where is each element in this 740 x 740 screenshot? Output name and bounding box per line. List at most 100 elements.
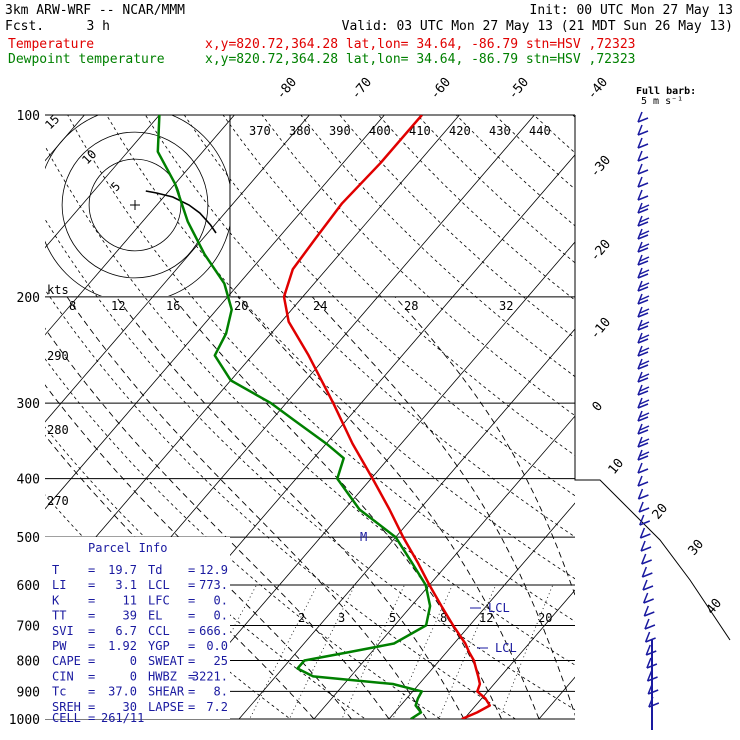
- wind-barb: [637, 228, 650, 240]
- isotherm-line: [313, 415, 575, 719]
- parcel-eq: =: [188, 654, 195, 668]
- wind-barb: [637, 319, 650, 331]
- theta-label-410: 410: [409, 124, 431, 138]
- barb-flag: [637, 117, 649, 123]
- barb-flag: [648, 702, 660, 708]
- dry-adiabat: [45, 218, 575, 711]
- wind-barb: [637, 371, 650, 383]
- cell-eq: =: [88, 711, 95, 725]
- barb-flag: [637, 364, 649, 370]
- barb-shaft: [637, 449, 643, 461]
- parcel-key-tc: Tc: [52, 685, 66, 699]
- wind-barb: [637, 267, 650, 279]
- moist-adiabat: [311, 296, 575, 717]
- barb-shaft: [637, 462, 643, 474]
- parcel-value-li: 3.1: [115, 578, 137, 592]
- barb-flag: [639, 412, 650, 418]
- barb-shaft: [638, 501, 644, 513]
- parcel-key-td: Td: [148, 563, 162, 577]
- barb-shaft: [637, 306, 643, 318]
- pressure-label-900: 900: [17, 685, 40, 700]
- mixing-ratio-label-2: 2: [298, 611, 305, 625]
- dewpoint-curve: [156, 115, 432, 719]
- barb-flag: [638, 507, 650, 513]
- wind-barb: [642, 592, 654, 604]
- wind-barb: [637, 345, 650, 357]
- barb-shaft: [637, 163, 643, 175]
- parcel-eq: =: [188, 593, 195, 607]
- barb-shaft: [639, 514, 645, 526]
- barb-shaft: [640, 540, 646, 552]
- theta-label-390: 390: [329, 124, 351, 138]
- parcel-value-hwbz: 3221.: [192, 669, 228, 683]
- cell-value: 261/11: [101, 711, 144, 725]
- wind-barb: [637, 384, 650, 396]
- parcel-key-li: LI: [52, 578, 66, 592]
- barb-flag: [644, 611, 655, 617]
- barb-flag: [639, 282, 650, 288]
- barb-flag: [637, 468, 649, 474]
- wind-barb: [637, 449, 650, 461]
- wind-barb: [637, 397, 650, 409]
- parcel-eq: =: [188, 578, 195, 592]
- barb-shaft: [644, 618, 650, 630]
- barb-flag: [637, 351, 649, 357]
- pressure-label-300: 300: [17, 397, 40, 412]
- barb-flag: [639, 230, 650, 236]
- barb-flag: [639, 438, 650, 444]
- mixing-ratio-label-20: 20: [538, 611, 552, 625]
- isotherm-label--20: -20: [588, 237, 615, 265]
- wind-barb: [644, 631, 656, 643]
- barb-flag: [637, 403, 649, 409]
- barb-shaft: [637, 215, 643, 227]
- isotherm-line: [45, 115, 160, 249]
- dry-adiabat: [377, 115, 575, 301]
- parcel-key-lapse: LAPSE: [148, 700, 184, 714]
- pressure-label-1000: 1000: [9, 713, 40, 728]
- parcel-value-sweat: 25: [214, 654, 228, 668]
- wind-barb: [637, 176, 649, 188]
- barb-flag: [637, 195, 649, 201]
- hodograph-unit: kts: [47, 283, 69, 297]
- barb-shaft: [637, 228, 643, 240]
- dry-adiabat: [144, 115, 575, 538]
- moist-adiabat: [45, 434, 315, 719]
- parcel-key-ygp: YGP: [148, 639, 170, 653]
- moist-adiabat: [66, 296, 427, 719]
- parcel-value-lcl: 773.: [199, 578, 228, 592]
- barb-flag: [639, 399, 650, 405]
- wind-barb: [637, 202, 650, 214]
- theta-side-label-290: 290: [47, 349, 69, 363]
- isotherm-label--80: -80: [274, 75, 301, 103]
- barb-shaft: [637, 124, 643, 136]
- barb-shaft: [646, 657, 652, 669]
- parcel-value-ygp: 0.0: [206, 639, 228, 653]
- isotherm-line: [45, 115, 460, 597]
- pressure-label-500: 500: [17, 531, 40, 546]
- parcel-eq: =: [88, 624, 95, 638]
- barb-shaft: [645, 644, 651, 656]
- temperature-curve: [282, 115, 492, 719]
- barb-shaft: [637, 241, 643, 253]
- dewpoint-legend: Dewpoint temperature: [8, 52, 165, 67]
- parcel-value-k: 11: [123, 593, 137, 607]
- wind-barb: [637, 280, 650, 292]
- parcel-eq: =: [188, 609, 195, 623]
- barb-flag: [639, 321, 650, 327]
- barb-shaft: [637, 423, 643, 435]
- dry-adiabat: [416, 115, 575, 264]
- barb-flag: [639, 308, 650, 314]
- model-title: 3km ARW-WRF -- NCAR/MMM: [5, 3, 185, 18]
- barb-shaft: [637, 189, 643, 201]
- barb-flag: [637, 143, 649, 149]
- barb-flag: [639, 425, 650, 431]
- moist-adiabat: [394, 296, 575, 597]
- speed-label-24: 24: [313, 299, 327, 313]
- parcel-info-title: Parcel Info: [88, 541, 167, 555]
- speed-label-20: 20: [234, 299, 248, 313]
- mixing-ratio-label-8: 8: [440, 611, 447, 625]
- isotherm-line: [163, 241, 575, 719]
- barb-flag: [639, 217, 650, 223]
- barb-flag: [637, 390, 649, 396]
